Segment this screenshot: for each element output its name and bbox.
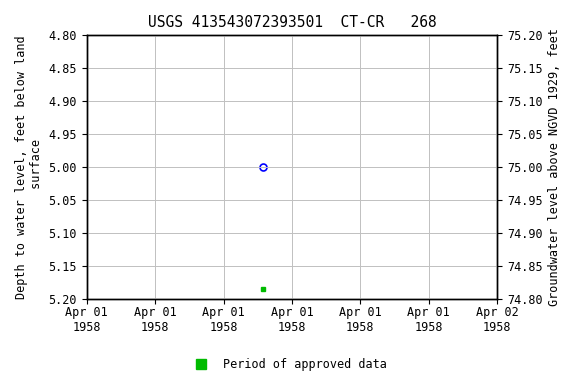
Title: USGS 413543072393501  CT-CR   268: USGS 413543072393501 CT-CR 268 <box>147 15 436 30</box>
Legend: Period of approved data: Period of approved data <box>185 354 391 376</box>
Y-axis label: Groundwater level above NGVD 1929, feet: Groundwater level above NGVD 1929, feet <box>548 28 561 306</box>
Y-axis label: Depth to water level, feet below land
 surface: Depth to water level, feet below land su… <box>15 35 43 299</box>
